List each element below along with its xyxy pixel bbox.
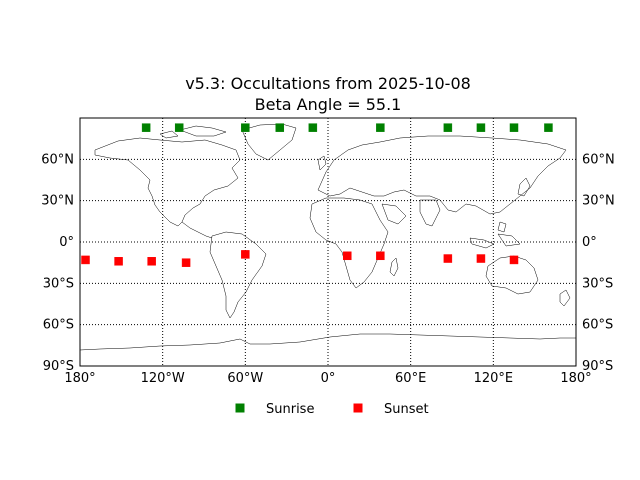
sunset-point-8 [476,254,486,263]
sunrise-point-6 [443,123,453,132]
sunrise-point-0 [141,123,151,132]
y-tick-label-right-2: 0° [582,235,597,250]
x-tick-label-4: 60°E [395,371,426,386]
y-tick-label-left-3: 30°S [43,276,74,291]
x-tick-label-1: 120°W [141,371,185,386]
chart-title: v5.3: Occultations from 2025-10-08 [185,74,471,93]
gridlines [80,118,576,366]
legend-marker-sunset [353,403,363,413]
sunset-point-0 [81,255,90,265]
x-tick-label-3: 0° [321,371,336,386]
sunrise-point-5 [376,123,385,132]
x-tick-label-0: 180° [64,371,95,386]
sunset-point-4 [241,250,250,259]
y-tick-label-left-2: 0° [59,235,74,250]
coastline-antarctica [79,333,576,351]
sunrise-point-9 [544,123,553,132]
x-tick-label-6: 180° [560,371,591,386]
y-tick-labels-left: 60°N 30°N 0° 30°S 60°S 90°S [41,152,74,374]
coastline-british-isles [317,155,327,171]
legend-label-sunset: Sunset [384,402,429,417]
sunset-point-9 [509,255,519,265]
sunset-point-1 [114,257,123,266]
chart-subtitle: Beta Angle = 55.1 [255,95,402,114]
y-tick-label-left-4: 60°S [43,318,74,333]
map-border [79,117,577,367]
sunrise-point-2 [241,123,250,132]
coastline-north-america [94,137,241,227]
y-tick-labels-right: 60°N 30°N 0° 30°S 60°S 90°S [582,152,615,374]
coastline-new-zealand [559,289,571,307]
coastline-japan [517,177,531,197]
sunset-point-2 [147,257,156,266]
y-tick-label-right-1: 30°N [582,194,615,209]
sunset-point-6 [376,251,385,261]
markers [81,123,553,267]
legend: Sunrise Sunset [235,402,429,417]
coastline-arabia [381,203,407,225]
sunset-point-5 [343,251,352,261]
sunset-point-3 [181,258,191,267]
y-tick-label-left-1: 30°N [41,194,74,209]
y-tick-label-left-0: 60°N [41,152,74,167]
sunrise-point-4 [308,123,318,132]
coastline-greenland [241,123,297,161]
map-area [79,117,577,367]
coastline-south-america [209,231,267,319]
legend-label-sunrise: Sunrise [266,402,314,417]
y-tick-label-right-4: 60°S [582,318,613,333]
sunrise-point-7 [476,123,486,132]
coastline-india [419,199,441,227]
sunset-point-7 [443,254,453,263]
y-tick-label-left-5: 90°S [43,359,74,374]
legend-marker-sunrise [235,403,245,413]
coastline-eurasia [317,135,567,215]
x-tick-labels: 180° 120°W 60°W 0° 60°E 120°E 180° [64,371,591,386]
y-tick-label-right-5: 90°S [582,359,613,374]
coastline-arctic-islands [159,125,227,139]
y-tick-label-right-3: 30°S [582,276,613,291]
y-tick-label-right-0: 60°N [582,152,615,167]
sunrise-point-1 [174,123,184,132]
sunrise-point-8 [509,123,519,132]
sunrise-point-3 [275,123,285,132]
coastline-madagascar [389,257,399,277]
coastline-central-america [181,221,213,239]
x-tick-label-2: 60°W [227,371,263,386]
x-tick-label-5: 120°E [474,371,514,386]
